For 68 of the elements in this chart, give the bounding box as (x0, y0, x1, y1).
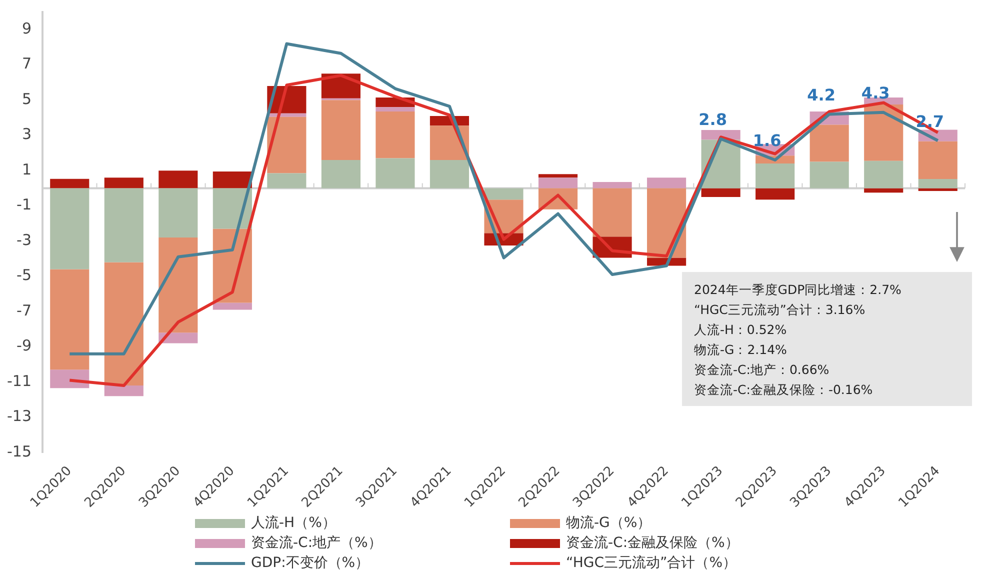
annotation: 物流-G：2.14% (694, 341, 788, 359)
bar (321, 100, 360, 160)
bar (538, 174, 578, 178)
bar (50, 370, 90, 388)
bar (321, 160, 360, 188)
bar (158, 170, 198, 188)
y-tick-label: 7 (22, 54, 32, 73)
bar (864, 104, 904, 161)
bar (918, 179, 958, 188)
bar (50, 269, 90, 370)
legend-label: GDP:不变价（%） (251, 554, 370, 572)
data-label: 4.2 (807, 85, 836, 104)
bar (538, 178, 578, 188)
legend-label: 资金流-C:地产（%） (251, 534, 382, 552)
annotation: 资金流-C:金融及保险：-0.16% (694, 381, 874, 399)
data-label: 2.8 (698, 110, 727, 130)
y-tick-label: 5 (22, 90, 32, 108)
legend-label: “HGC三元流动”合计（%） (566, 554, 737, 572)
data-label: 1.6 (752, 131, 782, 150)
y-tick-label: -7 (16, 301, 32, 320)
bar (376, 158, 415, 188)
bar (430, 160, 470, 188)
annotation: “HGC三元流动”合计：3.16% (694, 301, 866, 319)
bar (212, 302, 252, 310)
bar (158, 188, 198, 238)
y-tick-label: -9 (16, 336, 32, 355)
data-label: 2.7 (916, 112, 944, 131)
legend-label: 物流-G（%） (566, 514, 652, 532)
bar (592, 182, 632, 188)
bar (267, 116, 306, 174)
bar (267, 173, 306, 188)
bar (376, 112, 415, 158)
data-label: 4.3 (861, 84, 890, 103)
y-tick-label: -11 (7, 372, 32, 390)
bar (158, 238, 198, 333)
y-tick-label: -3 (16, 230, 32, 249)
bar (918, 141, 958, 180)
annotation: 2024年一季度GDP同比增速：2.7% (694, 281, 902, 299)
y-tick-label: -5 (16, 266, 32, 284)
y-tick-label: 3 (22, 125, 32, 144)
bar (810, 124, 849, 162)
bar (104, 386, 144, 396)
bar (810, 162, 849, 188)
bar (864, 188, 904, 193)
annotation: 资金流-C:地产：0.66% (694, 361, 830, 379)
y-tick-label: -15 (7, 442, 32, 460)
bar (918, 188, 958, 192)
y-tick-label: -13 (7, 407, 32, 426)
bar (592, 188, 632, 237)
bar (864, 160, 904, 188)
bar (376, 107, 415, 112)
annotation: 人流-H：0.52% (694, 321, 788, 339)
bar (50, 188, 90, 270)
y-tick-label: -1 (16, 196, 32, 214)
legend-label: 人流-H（%） (251, 514, 336, 532)
bar (104, 178, 144, 188)
bar (50, 178, 90, 188)
bar (212, 171, 252, 188)
bar (484, 188, 524, 200)
bar (701, 188, 740, 198)
y-tick-label: 1 (22, 160, 32, 178)
bar (647, 178, 686, 188)
bar (756, 188, 795, 200)
legend-label: 资金流-C:金融及保险（%） (566, 534, 739, 552)
bar (104, 262, 144, 386)
y-tick-label: 9 (22, 20, 32, 38)
bar (104, 188, 144, 262)
bar (756, 164, 795, 188)
